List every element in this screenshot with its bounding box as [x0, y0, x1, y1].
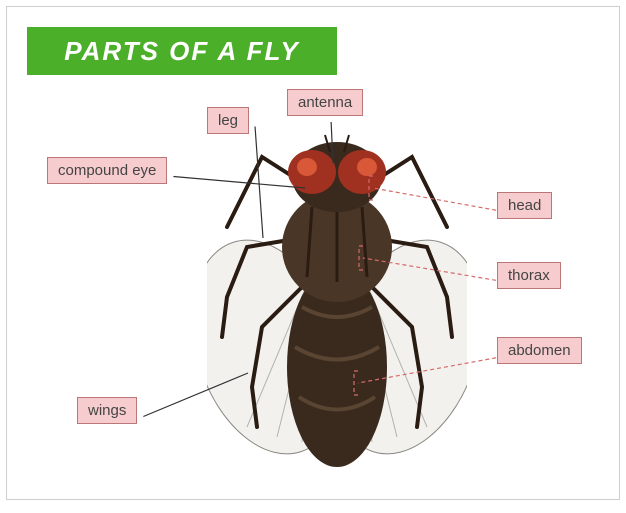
diagram-title: PARTS OF A FLY — [64, 36, 300, 67]
label-head: head — [497, 192, 552, 219]
fly-illustration — [207, 127, 467, 477]
title-bar: PARTS OF A FLY — [27, 27, 337, 75]
label-abdomen: abdomen — [497, 337, 582, 364]
label-thorax: thorax — [497, 262, 561, 289]
label-leg: leg — [207, 107, 249, 134]
diagram-frame: PARTS OF A FLY — [6, 6, 620, 500]
label-wings: wings — [77, 397, 137, 424]
label-compound-eye: compound eye — [47, 157, 167, 184]
label-antenna: antenna — [287, 89, 363, 116]
